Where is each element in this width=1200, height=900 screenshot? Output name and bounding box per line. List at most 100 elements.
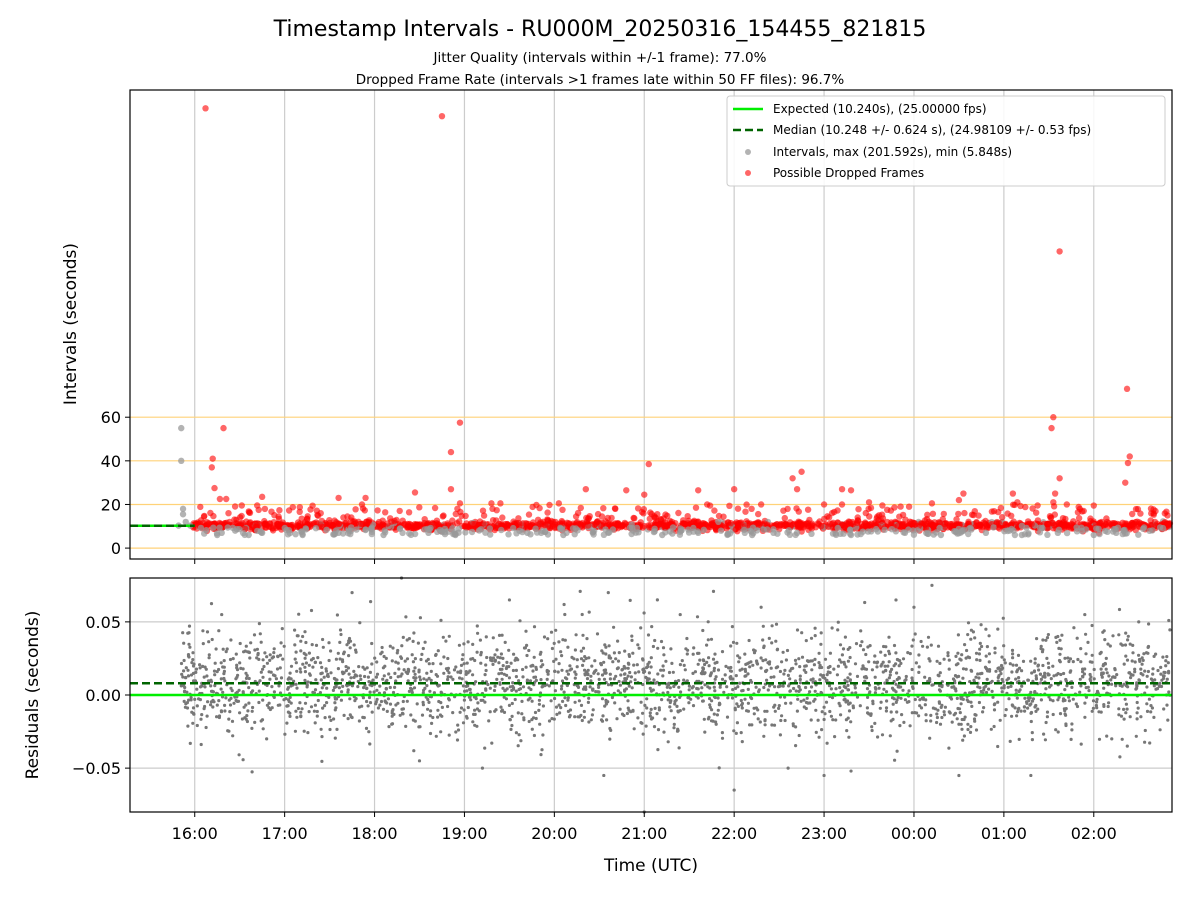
residual-point <box>668 705 672 709</box>
residual-point <box>502 695 506 699</box>
residual-point <box>241 758 245 762</box>
dropped-frame-point <box>831 508 838 516</box>
residual-point <box>1162 676 1166 681</box>
residual-point <box>313 721 317 725</box>
residual-point <box>897 676 901 680</box>
residual-point <box>198 698 202 702</box>
residual-point <box>784 701 788 705</box>
dropped-frame-point <box>309 502 316 509</box>
residual-point <box>578 589 582 594</box>
residual-point <box>230 689 234 693</box>
residual-point <box>616 689 620 693</box>
residual-point <box>318 661 323 665</box>
residual-point <box>368 742 372 746</box>
residual-point <box>413 666 417 670</box>
residual-point <box>413 657 417 661</box>
residual-point <box>969 700 973 704</box>
residual-point <box>546 672 550 676</box>
residual-point <box>924 719 928 723</box>
residual-point <box>764 658 768 662</box>
residual-point <box>761 624 765 628</box>
interval-point <box>231 527 239 534</box>
residual-point <box>557 703 561 707</box>
residual-point <box>695 615 700 619</box>
dropped-frame-point <box>748 505 755 512</box>
residual-point <box>813 634 817 638</box>
residual-point <box>772 723 777 727</box>
residual-point <box>825 678 829 682</box>
residual-point <box>288 671 292 675</box>
residual-point <box>907 700 911 704</box>
residual-point <box>736 704 741 709</box>
dropped-frame-point <box>362 494 369 502</box>
residual-point <box>413 719 417 723</box>
residual-point <box>663 717 667 721</box>
residual-point <box>1056 698 1060 702</box>
residual-point <box>333 701 337 705</box>
residual-point <box>573 700 577 704</box>
residual-point <box>1029 719 1033 724</box>
residual-point <box>629 710 633 714</box>
residual-point <box>967 656 972 660</box>
residual-point <box>300 707 304 711</box>
residuals-y-tick-label: 0.05 <box>85 613 121 632</box>
residual-point <box>329 671 333 675</box>
interval-point <box>669 530 676 537</box>
residual-point <box>791 666 795 670</box>
residual-point <box>888 673 892 677</box>
residual-point <box>754 685 758 689</box>
dropped-frame-point <box>439 513 446 520</box>
residual-point <box>492 688 497 693</box>
residual-point <box>352 675 356 680</box>
residual-point <box>999 672 1003 676</box>
residual-point <box>679 690 683 694</box>
residual-point <box>396 675 400 679</box>
dropped-frame-point <box>982 517 989 525</box>
dropped-frame-point <box>865 499 873 506</box>
residual-point <box>341 684 345 689</box>
residual-point <box>935 715 940 720</box>
residual-point <box>1102 704 1106 709</box>
residual-point <box>1063 709 1067 713</box>
residual-point <box>892 688 896 692</box>
residual-point <box>434 734 438 738</box>
residual-point <box>642 670 646 675</box>
residual-point <box>257 622 261 626</box>
residual-point <box>908 652 912 656</box>
residual-point <box>342 713 346 718</box>
residual-point <box>462 662 466 666</box>
residual-point <box>731 640 736 645</box>
residual-point <box>750 723 754 727</box>
residual-point <box>228 703 233 707</box>
residual-point <box>397 667 401 671</box>
residual-point <box>278 666 282 670</box>
residual-point <box>1010 703 1014 707</box>
residual-point <box>250 709 254 713</box>
residual-point <box>786 766 790 770</box>
residual-point <box>845 729 849 733</box>
dropped-frame-point <box>615 520 622 527</box>
residual-point <box>1148 741 1152 745</box>
interval-point <box>1146 527 1153 534</box>
residual-point <box>839 660 843 664</box>
residual-point <box>963 715 967 719</box>
residual-point <box>809 718 813 722</box>
residual-point <box>224 696 228 700</box>
residual-point <box>956 633 961 637</box>
residual-point <box>842 660 846 665</box>
residual-point <box>268 677 272 681</box>
residual-point <box>1124 711 1128 715</box>
residual-point <box>510 714 514 719</box>
interval-point <box>1018 531 1026 539</box>
residual-point <box>566 645 570 649</box>
residual-point <box>563 638 567 642</box>
residual-point <box>714 722 718 726</box>
residual-point <box>652 725 657 729</box>
residual-point <box>828 664 832 669</box>
dropped-frame-point <box>879 502 886 509</box>
residual-point <box>935 720 939 725</box>
residual-point <box>938 661 942 666</box>
residual-point <box>825 741 829 745</box>
residual-point <box>1000 686 1004 690</box>
residual-point <box>395 651 399 655</box>
